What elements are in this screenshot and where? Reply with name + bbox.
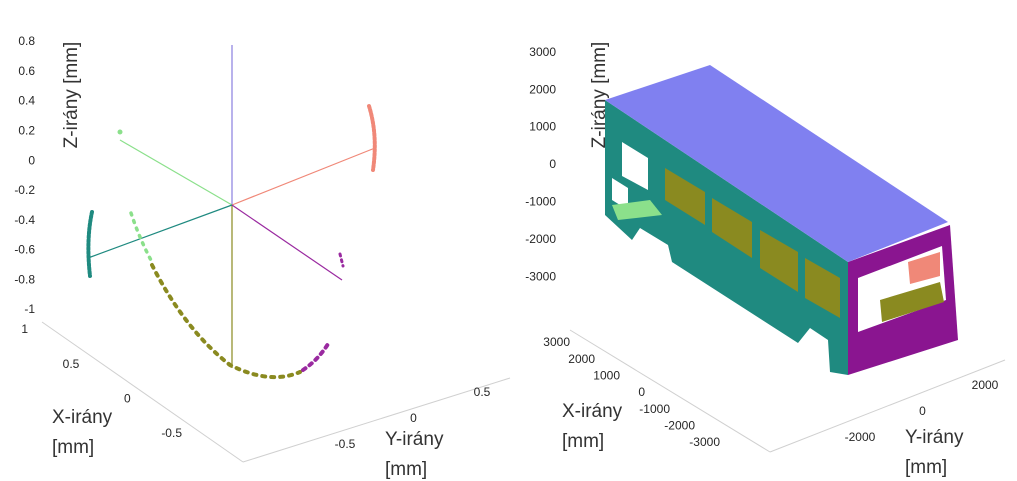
y-tick-label: 0 [919,404,926,418]
x-tick-label: 1000 [593,369,620,383]
left-frame-lines [88,45,375,368]
z-tick-label: 3000 [529,45,556,59]
z-axis-label: Z-irány [mm] [61,42,82,149]
z-tick-label: -1000 [525,195,556,209]
y-tick-label: 0 [410,411,417,425]
x-tick-label: 3000 [543,335,570,349]
z-tick-label: -3000 [525,269,556,283]
z-tick-label: 0.4 [18,94,35,108]
y-tick-label: 2000 [972,378,999,392]
z-tick-label: -0.6 [14,243,35,257]
z-tick-label: -1 [24,302,35,316]
z-tick-label: -0.8 [14,272,35,286]
y-tick-label: 0.5 [474,385,491,399]
x-tick-label: -2000 [664,418,695,432]
x-axis-label: [mm] [52,437,94,458]
x-tick-label: -0.5 [161,426,182,440]
x-tick-label: 0 [638,385,645,399]
x-tick-label: -3000 [689,435,720,449]
z-tick-label: -2000 [525,232,556,246]
x-axis-label: X-irány [562,401,623,422]
x-axis-label: [mm] [562,431,604,452]
z-tick-label: 0.2 [18,124,35,138]
bus-model [605,65,958,375]
y-tick-label: -2000 [845,430,876,444]
z-axis-label: Z-irány [mm] [589,42,610,149]
z-tick-label: 0.6 [18,64,35,78]
y-axis-label: [mm] [385,459,427,480]
x-axis-label: X-irány [52,407,113,428]
y-axis-label: [mm] [905,457,947,478]
x-tick-label: -1000 [639,402,670,416]
y-axis-label: Y-irány [905,427,964,448]
x-tick-label: 0 [124,392,131,406]
z-tick-label: -0.2 [14,183,35,197]
z-tick-label: 0 [549,157,556,171]
x-tick-label: 0.5 [63,357,80,371]
y-axis-label: Y-irány [385,429,444,450]
figure: 0.8 0.6 0.4 0.2 0 -0.2 -0.4 -0.6 -0.8 -1 1 0.5 0 -0.5… [0,0,1017,481]
z-tick-label: 1000 [529,120,556,134]
x-tick-label: 1 [21,322,28,336]
z-tick-label: 2000 [529,82,556,96]
x-tick-label: 2000 [568,352,595,366]
z-tick-label: 0 [28,153,35,167]
y-tick-label: -0.5 [335,437,356,451]
z-tick-label: -0.4 [14,213,35,227]
z-tick-label: 0.8 [18,34,35,48]
